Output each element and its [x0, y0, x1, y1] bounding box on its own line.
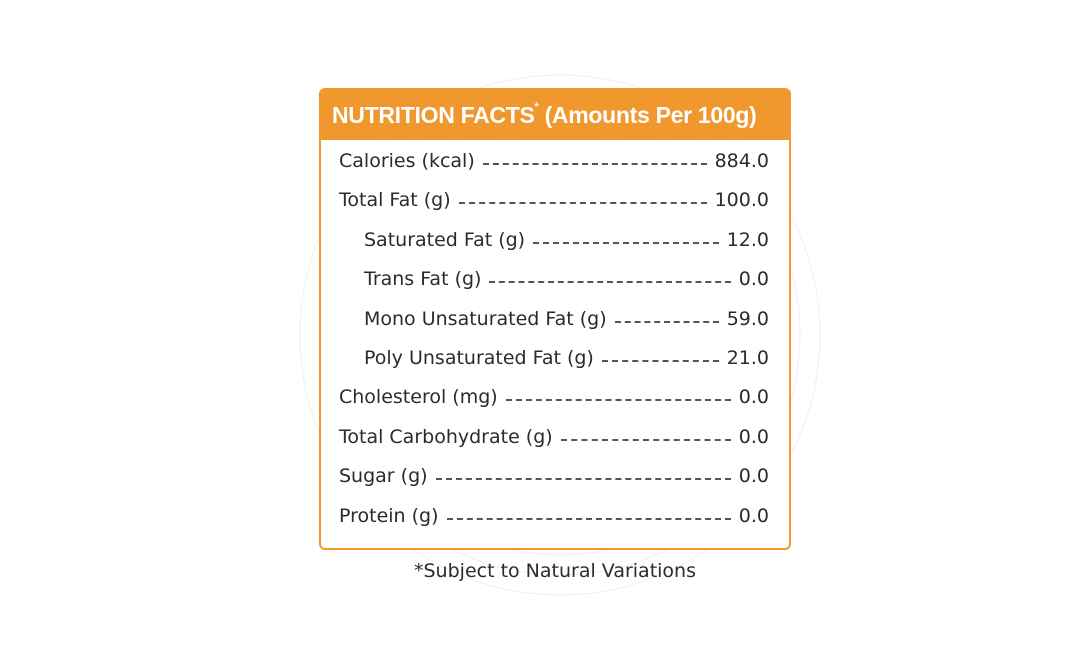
- nutrient-list: Calories (kcal) 884.0 Total Fat (g) 100.…: [321, 150, 789, 544]
- dotted-leader: [482, 163, 707, 165]
- nutrient-value: 884.0: [714, 150, 769, 172]
- nutrient-row: Total Fat (g) 100.0: [321, 189, 789, 228]
- nutrient-value: 0.0: [738, 504, 769, 527]
- nutrient-label: Trans Fat (g): [364, 268, 482, 291]
- nutrient-row: Cholesterol (mg) 0.0: [321, 386, 789, 425]
- title-asterisk: *: [534, 101, 539, 113]
- nutrient-row: Mono Unsaturated Fat (g) 59.0: [321, 308, 789, 347]
- nutrient-label: Total Fat (g): [339, 189, 451, 212]
- dotted-leader: [533, 241, 719, 244]
- nutrient-value: 0.0: [738, 465, 769, 488]
- panel-title: NUTRITION FACTS: [332, 102, 535, 128]
- nutrient-value: 21.0: [726, 346, 769, 369]
- nutrient-label: Calories (kcal): [339, 150, 475, 172]
- nutrient-row: Calories (kcal) 884.0: [321, 150, 789, 189]
- dotted-leader: [489, 281, 731, 284]
- dotted-leader: [435, 478, 731, 481]
- nutrient-label: Protein (g): [339, 504, 439, 527]
- dotted-leader: [601, 359, 719, 362]
- dotted-leader: [446, 517, 731, 520]
- nutrient-label: Saturated Fat (g): [364, 228, 526, 251]
- nutrient-value: 100.0: [714, 189, 769, 212]
- nutrient-row: Sugar (g) 0.0: [321, 465, 789, 504]
- nutrient-label: Mono Unsaturated Fat (g): [364, 307, 607, 330]
- nutrient-value: 59.0: [726, 307, 769, 330]
- panel-header: NUTRITION FACTS* (Amounts Per 100g): [321, 90, 789, 140]
- nutrient-label: Poly Unsaturated Fat (g): [364, 346, 594, 369]
- nutrient-row: Poly Unsaturated Fat (g) 21.0: [321, 347, 789, 386]
- nutrient-row: Protein (g) 0.0: [321, 505, 789, 544]
- nutrient-label: Total Carbohydrate (g): [339, 425, 553, 448]
- nutrient-row: Total Carbohydrate (g) 0.0: [321, 426, 789, 465]
- nutrient-value: 0.0: [738, 386, 769, 409]
- dotted-leader: [614, 320, 719, 323]
- nutrient-label: Cholesterol (mg): [339, 386, 498, 409]
- nutrition-facts-panel: NUTRITION FACTS* (Amounts Per 100g) Calo…: [319, 88, 791, 550]
- dotted-leader: [505, 399, 731, 402]
- dotted-leader: [458, 202, 707, 205]
- nutrient-value: 0.0: [738, 425, 769, 448]
- nutrient-value: 0.0: [738, 268, 769, 291]
- nutrient-label: Sugar (g): [339, 465, 428, 488]
- nutrient-row: Saturated Fat (g) 12.0: [321, 229, 789, 268]
- nutrient-row: Trans Fat (g) 0.0: [321, 268, 789, 307]
- footnote: *Subject to Natural Variations: [414, 560, 696, 582]
- dotted-leader: [560, 438, 731, 441]
- panel-title-suffix: (Amounts Per 100g): [538, 102, 757, 128]
- nutrient-value: 12.0: [726, 228, 769, 251]
